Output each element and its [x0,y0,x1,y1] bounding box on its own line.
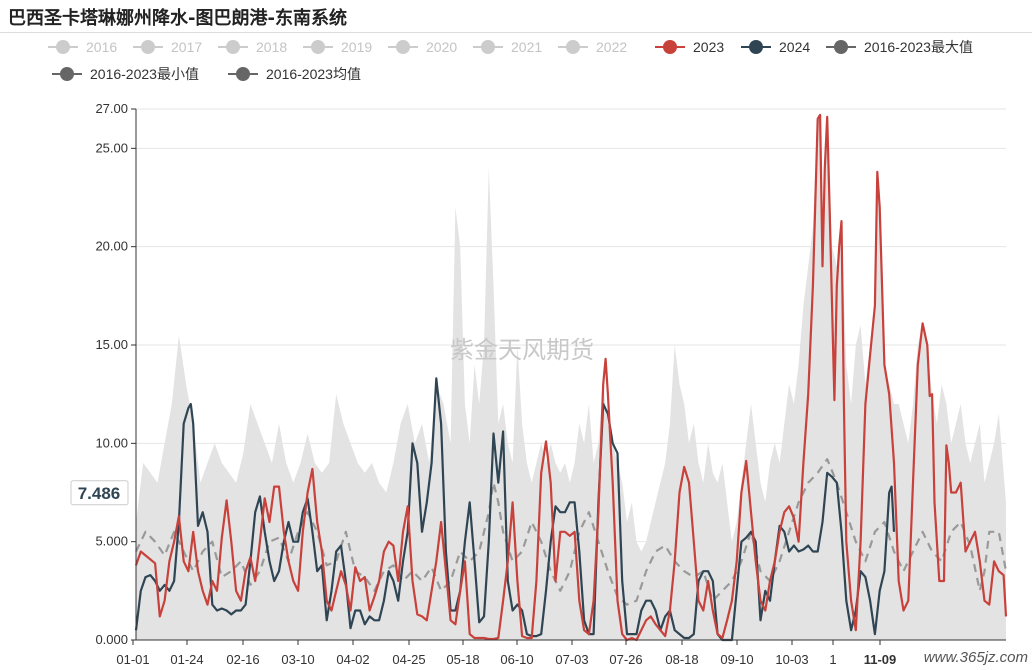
x-tick-label: 04-25 [392,652,425,667]
x-tick-label: 05-18 [446,652,479,667]
max-min-band [136,114,1006,640]
legend-marker-2016-2023均值 [236,67,250,81]
legend-marker-2019 [311,40,325,54]
legend-marker-2016 [56,40,70,54]
legend-label-2018: 2018 [256,39,287,55]
legend-marker-2016-2023最小值 [60,67,74,81]
y-tick-label: 27.00 [95,101,128,116]
legend-label-2017: 2017 [171,39,202,55]
legend-label-2019: 2019 [341,39,372,55]
legend-marker-2018 [226,40,240,54]
legend-label-2016-2023均值: 2016-2023均值 [266,66,361,82]
legend-marker-2020 [396,40,410,54]
y-marker-box [70,480,129,506]
y-tick-label: 15.00 [95,337,128,352]
y-tick-label: 0.000 [95,632,128,647]
band-area [136,114,1006,640]
legend-marker-2023 [663,40,677,54]
legend-marker-2024 [749,40,763,54]
watermark: 紫金天风期货 [450,336,594,364]
corner-watermark: www.365jz.com [924,649,1028,666]
legend-label-2023: 2023 [693,39,724,55]
x-tick-label: 1 [829,652,836,667]
x-tick-label: 04-02 [336,652,369,667]
y-tick-label: 25.00 [95,140,128,155]
x-tick-label: 07-26 [609,652,642,667]
legend-label-2016-2023最小值: 2016-2023最小值 [90,66,199,82]
y-marker-label: 7.486 [78,484,121,503]
legend-label-2024: 2024 [779,39,810,55]
y-tick-label: 20.00 [95,239,128,254]
x-tick-label: 11-09 [864,652,897,667]
y-tick-label: 5.000 [95,534,128,549]
legend-label-2016: 2016 [86,39,117,55]
chart-title: 巴西圣卡塔琳娜州降水-图巴朗港-东南系统 [8,8,347,29]
legend: 2016 2017 2018 2019 2020 2021 2022 2023 2024 2016… [48,39,973,82]
legend-marker-2021 [481,40,495,54]
legend-label-2021: 2021 [511,39,542,55]
series-2023-line [134,113,1008,642]
series-2024-line [134,377,896,642]
legend-marker-2022 [566,40,580,54]
x-tick-label: 08-18 [665,652,698,667]
x-tick-label: 10-03 [775,652,808,667]
legend-label-2020: 2020 [426,39,457,55]
series-lines [134,113,1008,642]
y-value-marker: 7.486 [70,480,129,506]
x-tick-label: 03-10 [281,652,314,667]
legend-label-2016-2023最大值: 2016-2023最大值 [864,39,973,55]
axes: 0.000 5.000 10.00 15.00 20.00 25.00 27.00 01-01… [95,101,1006,667]
x-tick-label: 07-03 [555,652,588,667]
x-tick-label: 01-01 [116,652,149,667]
legend-marker-2016-2023最大值 [834,40,848,54]
x-tick-label: 06-10 [500,652,533,667]
y-tick-label: 10.00 [95,435,128,450]
legend-label-2022: 2022 [596,39,627,55]
x-tick-label: 09-10 [720,652,753,667]
x-tick-label: 01-24 [170,652,203,667]
legend-marker-2017 [141,40,155,54]
x-tick-label: 02-16 [226,652,259,667]
title-divider [0,32,1032,33]
